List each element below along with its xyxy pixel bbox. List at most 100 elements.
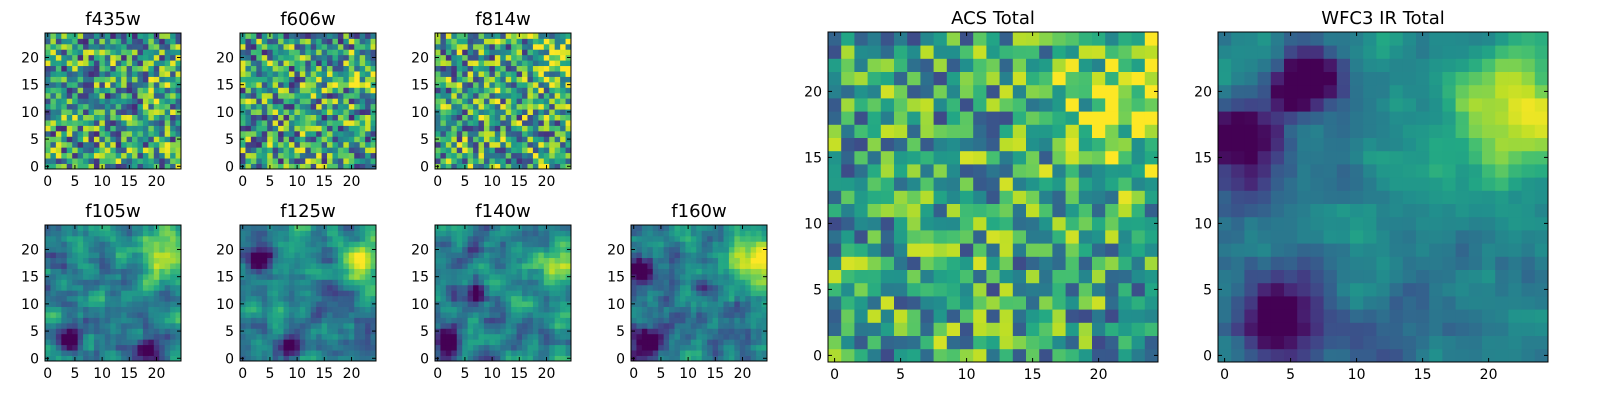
heatmap-cell <box>478 92 485 99</box>
heatmap-cell <box>867 150 882 165</box>
heatmap-cell <box>250 43 257 50</box>
heatmap-cell <box>50 350 57 356</box>
heatmap-cell <box>554 141 561 148</box>
heatmap-cell <box>440 306 447 313</box>
heatmap-cell <box>316 98 322 105</box>
heatmap-cell <box>170 235 176 242</box>
heatmap-cell <box>66 33 73 39</box>
heatmap-cell <box>701 246 708 253</box>
heatmap-cell <box>299 235 306 242</box>
heatmap-cell <box>348 120 355 126</box>
heatmap-cell <box>456 263 463 269</box>
heatmap-cell <box>1118 335 1132 350</box>
heatmap-cell <box>288 130 295 137</box>
heatmap-cell <box>500 295 507 302</box>
heatmap-cell <box>267 158 274 164</box>
heatmap-cell <box>45 60 51 67</box>
heatmap-cell <box>148 355 155 362</box>
heatmap-cell <box>66 230 73 237</box>
heatmap-cell <box>332 92 339 99</box>
heatmap-cell <box>560 295 566 302</box>
heatmap-cell <box>66 225 73 231</box>
y-tick-label: 5 <box>420 324 429 340</box>
heatmap-cell <box>294 312 301 318</box>
heatmap-cell <box>305 87 312 94</box>
heatmap-cell <box>494 235 501 242</box>
heatmap-cell <box>115 71 122 77</box>
heatmap-cell <box>245 49 252 56</box>
heatmap-cell <box>636 235 643 242</box>
heatmap-cell <box>115 114 122 121</box>
heatmap-cell <box>55 290 62 297</box>
heatmap-cell <box>1026 190 1040 204</box>
heatmap-cell <box>451 279 458 286</box>
heatmap-cell <box>750 235 757 242</box>
heatmap-cell <box>337 163 344 170</box>
heatmap-cell <box>907 164 921 178</box>
heatmap-cell <box>343 38 350 45</box>
heatmap-cell <box>435 284 441 291</box>
heatmap-cell <box>55 54 62 61</box>
heatmap-cell <box>489 141 496 148</box>
heatmap-cell <box>61 328 68 335</box>
heatmap-cell <box>462 87 469 94</box>
heatmap-cell <box>701 290 708 297</box>
heatmap-cell <box>1144 296 1159 310</box>
heatmap-cell <box>445 109 452 115</box>
heatmap-cell <box>332 344 339 351</box>
heatmap-cell <box>365 273 371 280</box>
heatmap-cell <box>142 306 149 313</box>
heatmap-cell <box>516 306 523 313</box>
heatmap-cell <box>316 33 322 39</box>
heatmap-cell <box>310 60 317 67</box>
heatmap-cell <box>61 263 68 269</box>
heatmap-cell <box>483 114 490 121</box>
heatmap-cell <box>445 65 452 72</box>
heatmap-cell <box>283 38 290 45</box>
heatmap-cell <box>756 333 762 340</box>
heatmap-cell <box>299 322 306 329</box>
heatmap-cell <box>718 306 724 313</box>
heatmap-cell <box>1039 256 1053 270</box>
heatmap-cell <box>50 120 57 126</box>
heatmap-cell <box>354 114 361 121</box>
heatmap-cell <box>560 114 566 121</box>
heatmap-cell <box>55 225 62 231</box>
heatmap-cell <box>549 136 556 143</box>
heatmap-cell <box>283 54 290 61</box>
heatmap-cell <box>652 230 659 237</box>
heatmap-cell <box>960 296 974 310</box>
heatmap-cell <box>137 158 144 164</box>
heatmap-cell <box>332 65 339 72</box>
heatmap-cell <box>701 333 708 340</box>
heatmap-cell <box>283 71 290 77</box>
heatmap-cell <box>83 38 89 45</box>
heatmap-cell <box>718 235 724 242</box>
heatmap-cell <box>1052 216 1066 231</box>
heatmap-cell <box>538 263 545 269</box>
heatmap-cell <box>332 273 339 280</box>
heatmap-cell <box>240 279 246 286</box>
heatmap-cell <box>494 71 501 77</box>
heatmap-cell <box>456 344 463 351</box>
heatmap-cell <box>343 158 350 164</box>
heatmap-cell <box>365 339 371 346</box>
heatmap-cell <box>170 87 176 94</box>
heatmap-cell <box>750 241 757 248</box>
heatmap-cell <box>560 339 566 346</box>
heatmap-cell <box>88 147 95 154</box>
heatmap-cell <box>299 54 306 61</box>
heatmap-cell <box>527 317 534 324</box>
heatmap-cell <box>445 33 452 39</box>
heatmap-cell <box>549 312 556 318</box>
heatmap-cell <box>288 136 295 143</box>
heatmap-cell <box>669 301 675 307</box>
heatmap-cell <box>511 38 517 45</box>
heatmap-cell <box>164 125 171 132</box>
heatmap-cell <box>245 65 252 72</box>
heatmap-cell <box>354 312 361 318</box>
heatmap-cell <box>93 71 100 77</box>
heatmap-cell <box>153 317 160 324</box>
heatmap-cell <box>72 273 79 280</box>
heatmap-cell <box>104 263 111 269</box>
